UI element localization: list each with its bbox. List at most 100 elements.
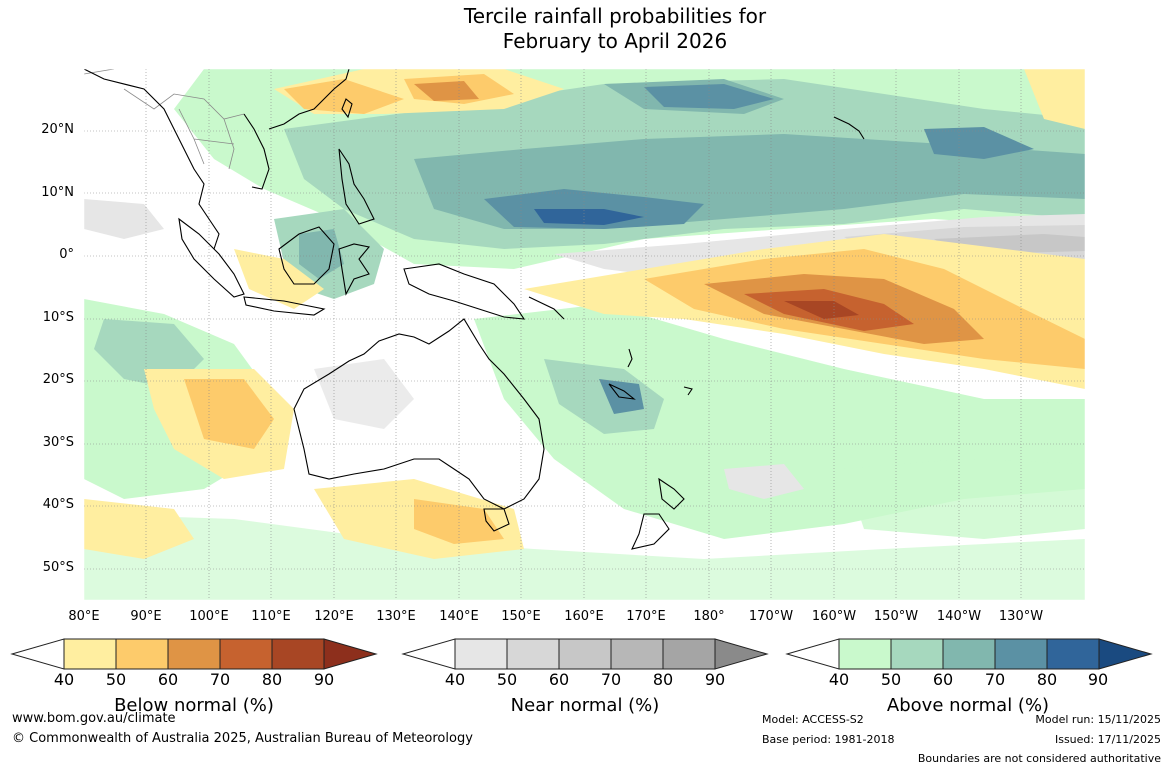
- coast-sumatra: [178, 217, 245, 298]
- below-normal-colorbar: [10, 638, 378, 670]
- lon-label: 170°W: [748, 609, 794, 624]
- country-borders: [84, 69, 245, 170]
- colorbar-tick: 40: [444, 670, 466, 689]
- colorbar-tick: 90: [704, 670, 726, 689]
- lon-label: 120°E: [314, 609, 354, 624]
- below-50-north-pacific-west: [284, 79, 404, 114]
- lon-label: 150°W: [873, 609, 919, 624]
- lon-label: 100°E: [189, 609, 229, 624]
- above-60-borneo: [299, 229, 344, 279]
- coast-philippines: [338, 148, 375, 225]
- above-40-southern-band: [84, 514, 1085, 600]
- near-normal-legend-title: Near normal (%): [510, 695, 660, 716]
- coast-tasmania: [483, 508, 510, 532]
- colorbar-tick: 60: [157, 670, 179, 689]
- colorbar-tick: 80: [261, 670, 283, 689]
- colorbar-bin-50-60: [115, 638, 169, 670]
- lat-label: 30°S: [42, 435, 74, 450]
- colorbar-bin-50-60: [506, 638, 560, 670]
- lat-label: 10°N: [41, 185, 74, 200]
- colorbar-bin-70-80: [219, 638, 273, 670]
- coast-vanuatu: [627, 348, 633, 368]
- colorbar-bin-80-90: [662, 638, 716, 670]
- colorbar-tick: 70: [209, 670, 231, 689]
- map-title: Tercile rainfall probabilities for Febru…: [0, 4, 1173, 54]
- colorbar-tick: 50: [105, 670, 127, 689]
- lon-label: 140°W: [936, 609, 982, 624]
- model-run-date: Model run: 15/11/2025: [1035, 713, 1161, 726]
- below-40-east-pacific-north: [1024, 69, 1085, 129]
- issued-date: Issued: 17/11/2025: [1054, 733, 1161, 746]
- colorbar-tick: 50: [496, 670, 518, 689]
- lat-label: 10°S: [42, 310, 74, 325]
- colorbar-tick: 90: [1087, 670, 1109, 689]
- coast-sulawesi: [338, 243, 371, 296]
- above-normal-80-90-areas: [534, 209, 644, 225]
- colorbar-extend-high: [714, 638, 769, 670]
- coast-fiji: [683, 386, 693, 396]
- colorbar-tick: 80: [1036, 670, 1058, 689]
- lat-label: 20°N: [41, 122, 74, 137]
- website-link[interactable]: www.bom.gov.au/climate: [12, 711, 176, 726]
- colorbar-bin-40-50: [838, 638, 892, 670]
- colorbar-bin-40-50: [63, 638, 117, 670]
- below-40-maritime: [234, 249, 324, 309]
- above-normal-legend-title: Above normal (%): [886, 695, 1050, 716]
- coast-borneo: [278, 226, 335, 285]
- coast-australia: [293, 318, 545, 510]
- above-70-coral-sea: [599, 379, 644, 414]
- coast-new-guinea: [403, 263, 526, 320]
- colorbar-tick: 90: [313, 670, 335, 689]
- colorbar-bin-70-80: [994, 638, 1048, 670]
- lon-label: 90°E: [130, 609, 162, 624]
- base-period: Base period: 1981-2018: [762, 733, 895, 746]
- below-40-southwest: [84, 499, 194, 559]
- colorbar-bin-60-70: [942, 638, 996, 670]
- lat-label: 0°: [59, 247, 74, 262]
- near-40-australia: [314, 359, 414, 429]
- lat-label: 20°S: [42, 372, 74, 387]
- coast-java: [243, 296, 326, 316]
- coast-new-caledonia: [608, 383, 636, 400]
- near-normal-colorbar: [401, 638, 769, 670]
- below-50-indian-ocean: [184, 379, 274, 449]
- rainfall-probability-map: [84, 69, 1085, 600]
- colorbar-bin-60-70: [167, 638, 221, 670]
- coast-hawaii: [833, 116, 865, 140]
- colorbar-bin-70-80: [610, 638, 664, 670]
- model-name: Model: ACCESS-S2: [762, 713, 864, 726]
- lon-label: 160°W: [811, 609, 857, 624]
- colorbar-bin-80-90: [271, 638, 325, 670]
- coast-solomons: [528, 296, 565, 320]
- colorbar-extend-high: [323, 638, 378, 670]
- lon-label: 130°E: [376, 609, 416, 624]
- below-normal-legend-title: Below normal (%): [114, 695, 274, 716]
- near-40-southern-pacific: [724, 464, 804, 499]
- lat-label: 40°S: [42, 497, 74, 512]
- colorbar-tick: 40: [828, 670, 850, 689]
- lon-label: 180°: [693, 609, 725, 624]
- above-50-coral-sea: [544, 359, 664, 434]
- colorbar-extend-high: [1098, 638, 1153, 670]
- colorbar-tick: 70: [600, 670, 622, 689]
- below-normal-areas: [84, 69, 1085, 559]
- colorbar-tick: 80: [652, 670, 674, 689]
- colorbar-tick: 70: [984, 670, 1006, 689]
- colorbar-tick: 40: [53, 670, 75, 689]
- boundaries-disclaimer: Boundaries are not considered authoritat…: [917, 752, 1161, 765]
- lon-label: 140°E: [439, 609, 479, 624]
- above-80-central-pacific: [534, 209, 644, 225]
- lat-label: 50°S: [42, 560, 74, 575]
- coastlines: [84, 69, 865, 550]
- colorbar-extend-low: [10, 638, 65, 670]
- title-line-1: Tercile rainfall probabilities for: [463, 4, 767, 28]
- colorbar-tick: 60: [548, 670, 570, 689]
- colorbar-tick: 60: [932, 670, 954, 689]
- graticule: [84, 69, 1085, 600]
- colorbar-extend-low: [785, 638, 840, 670]
- colorbar-bin-80-90: [1046, 638, 1100, 670]
- colorbar-tick: 50: [880, 670, 902, 689]
- coast-new-zealand: [631, 477, 685, 550]
- copyright-notice: © Commonwealth of Australia 2025, Austra…: [12, 731, 473, 746]
- lon-label: 170°E: [626, 609, 666, 624]
